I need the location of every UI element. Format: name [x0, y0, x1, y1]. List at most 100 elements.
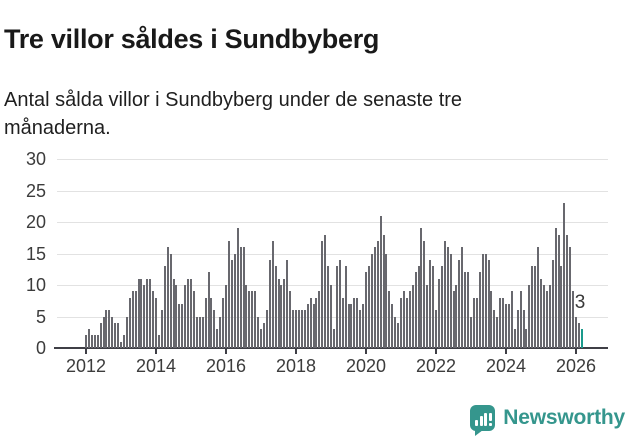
x-axis-tick-label: 2022: [415, 356, 457, 376]
bar: [289, 291, 292, 348]
bar: [128, 297, 131, 348]
bar: [429, 259, 432, 348]
bar: [545, 291, 548, 348]
x-axis-tick: [365, 349, 367, 354]
bar: [201, 316, 204, 348]
newsworthy-logo-text: Newsworthy: [503, 406, 625, 429]
bar: [560, 266, 563, 348]
bar: [554, 228, 557, 348]
y-axis-tick-label: 20: [25, 212, 46, 232]
bar: [327, 266, 330, 348]
bar: [496, 316, 499, 348]
gridline: [57, 285, 608, 286]
bar: [350, 303, 353, 348]
bar: [577, 322, 580, 348]
bar: [365, 272, 367, 348]
bar: [312, 303, 315, 348]
y-axis-tick-label: 5: [35, 306, 46, 327]
bar: [146, 278, 149, 348]
y-axis-tick-label: 25: [25, 180, 46, 201]
bar: [493, 310, 496, 348]
bar: [528, 285, 531, 348]
bar: [540, 278, 542, 348]
bar: [114, 322, 117, 348]
bar: [236, 228, 239, 348]
bar: [534, 266, 537, 348]
x-axis-tick-label: 2018: [275, 356, 317, 376]
bar: [467, 272, 470, 348]
bar: [341, 297, 344, 348]
bar: [195, 316, 198, 348]
bar: [210, 297, 213, 348]
gridline: [57, 159, 608, 160]
bar: [134, 291, 137, 348]
bar: [455, 285, 458, 348]
bar: [295, 310, 297, 348]
x-axis-tick: [575, 349, 577, 354]
gridline: [57, 190, 608, 192]
bar: [265, 310, 268, 348]
bar: [458, 259, 461, 348]
bar: [300, 310, 303, 348]
bar: [376, 240, 379, 348]
bar: [359, 310, 362, 348]
bar: [332, 329, 335, 348]
bar: [321, 240, 324, 348]
bar: [531, 266, 534, 348]
bar: [297, 310, 300, 348]
bar: [292, 310, 295, 348]
bar: [394, 316, 397, 348]
bar: [216, 329, 219, 348]
bar: [452, 291, 455, 348]
bar: [414, 272, 417, 348]
x-axis-tick-label: 2016: [205, 356, 247, 376]
bar: [402, 291, 405, 348]
bar: [569, 247, 572, 348]
bar: [437, 278, 440, 348]
bar: [184, 285, 187, 348]
bar: [204, 297, 207, 348]
bar: [271, 240, 274, 348]
bar: [166, 247, 169, 348]
chart-subtitle: Antal sålda villor i Sundbyberg under de…: [4, 89, 463, 139]
bar: [507, 303, 510, 348]
bar: [280, 285, 283, 348]
bar: [303, 310, 306, 348]
bar: [318, 291, 321, 348]
bar: [440, 266, 443, 348]
bar: [207, 272, 210, 348]
bar: [432, 266, 435, 348]
bar: [362, 303, 365, 348]
bar: [277, 278, 280, 348]
bar: [464, 272, 467, 348]
bar: [461, 247, 464, 348]
bar: [385, 253, 388, 348]
bar: [137, 278, 140, 348]
y-axis-tick-label: 10: [25, 275, 46, 295]
bar: [315, 297, 318, 348]
bar: [152, 291, 155, 348]
bar: [373, 247, 376, 348]
bar: [478, 272, 481, 348]
bar: [274, 266, 277, 348]
bar: [99, 322, 102, 348]
bar: [470, 316, 472, 348]
bar: [405, 297, 408, 348]
bar: [87, 329, 90, 348]
gridline: [57, 253, 608, 255]
bar: [251, 291, 254, 348]
bar: [391, 303, 394, 348]
bar: [245, 285, 248, 348]
bar-chart-speech-bubble-icon: [470, 405, 496, 436]
bar: [257, 316, 260, 348]
bar: [102, 316, 105, 348]
bar: [420, 228, 423, 348]
x-axis-line: [54, 347, 608, 349]
bar: [400, 297, 402, 348]
bar: [388, 291, 391, 348]
bar: [108, 310, 111, 348]
bar: [227, 240, 230, 348]
bar: [542, 285, 545, 348]
bar: [192, 291, 195, 348]
